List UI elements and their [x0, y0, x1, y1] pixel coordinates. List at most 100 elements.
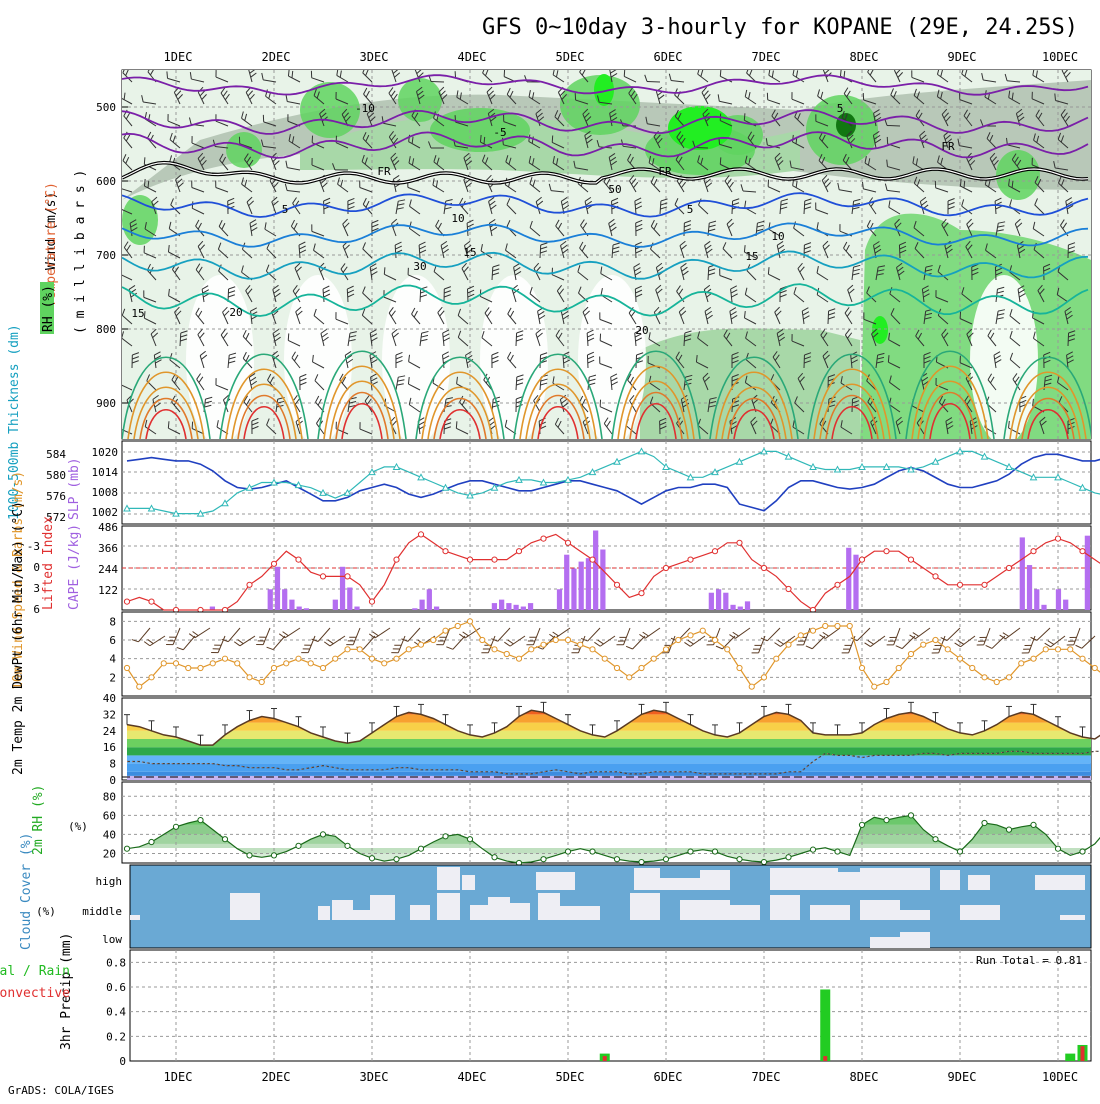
cloud-cell	[900, 932, 930, 948]
wind-barb-flag	[480, 135, 481, 142]
precip-total-bar	[1065, 1054, 1075, 1061]
temp-tick: 40	[103, 692, 116, 705]
contour-label: 15	[463, 246, 476, 259]
wind-speed-marker	[406, 647, 411, 652]
rh-marker	[908, 813, 913, 818]
wind-speed-marker	[933, 637, 938, 642]
rh-marker	[369, 856, 374, 861]
cape-bar	[506, 603, 511, 610]
temp-band	[122, 747, 1091, 755]
precip-legend-convective: Convective	[0, 986, 70, 1001]
wind-speed-marker	[345, 647, 350, 652]
wind-speed-marker	[124, 665, 129, 670]
slp-tick: 1002	[92, 506, 119, 519]
pressure-tick: 500	[96, 101, 116, 114]
wind-tick: 4	[109, 653, 116, 666]
footer-credit: GrADS: COLA/IGES	[8, 1084, 114, 1097]
wind-speed-marker	[982, 675, 987, 680]
rh-marker	[1055, 846, 1060, 851]
wind-barb	[587, 355, 588, 368]
wind-speed-marker	[382, 661, 387, 666]
cape-bar	[282, 589, 287, 610]
wind-barb	[467, 289, 468, 302]
cape-tick: 486	[98, 521, 118, 534]
wind-speed-marker	[173, 661, 178, 666]
day-label: 1DEC	[164, 1070, 193, 1084]
pressure-tick: 800	[96, 323, 116, 336]
li-marker	[320, 574, 325, 579]
cape-bar	[434, 607, 439, 610]
cape-bar	[499, 600, 504, 610]
cape-bar	[579, 562, 584, 610]
millibars-axis-label: ( m i l l i b a r s )	[73, 170, 88, 334]
li-marker	[418, 532, 423, 537]
contour-label: 5	[687, 203, 694, 216]
rh-marker	[688, 849, 693, 854]
wind-speed-marker	[455, 623, 460, 628]
rh-axis-label: RH (%)	[41, 285, 56, 332]
rh-marker	[149, 839, 154, 844]
precip-tick: 0.4	[106, 1006, 126, 1019]
li-tick: 6	[33, 603, 40, 616]
rh-marker	[124, 846, 129, 851]
li-marker	[1080, 549, 1085, 554]
wind-barb-flag	[484, 137, 485, 144]
li-marker	[712, 549, 717, 554]
wind-barb-flag	[744, 113, 745, 120]
wind-speed-marker	[994, 679, 999, 684]
rh-marker	[737, 857, 742, 862]
cape-bar	[347, 588, 352, 610]
rh-dry-column	[186, 275, 254, 445]
rh-tick: 60	[103, 809, 116, 822]
wind-speed-marker	[235, 661, 240, 666]
wind-speed-marker	[602, 656, 607, 661]
li-tick: -3	[27, 540, 40, 553]
rh-marker	[247, 853, 252, 858]
wind-speed-marker	[186, 665, 191, 670]
contour-label: FR	[377, 165, 391, 178]
li-tick: 0	[33, 561, 40, 574]
rh-marker	[198, 818, 203, 823]
li-marker	[761, 565, 766, 570]
rh-unit: (%)	[68, 820, 88, 833]
pressure-tick: 900	[96, 397, 116, 410]
wind-speed-marker	[614, 665, 619, 670]
cape-bar	[297, 607, 302, 610]
wind-speed-marker	[480, 637, 485, 642]
wind-speed-marker	[247, 675, 252, 680]
rh-marker	[933, 837, 938, 842]
cape-bar	[304, 608, 309, 610]
cloud-cell	[437, 867, 460, 890]
precip-panel: 0.80.60.40.20 Run Total = 0.81 3hr Preci…	[0, 933, 1091, 1068]
precip-convective-bar	[823, 1056, 827, 1061]
wind-speed-marker	[823, 623, 828, 628]
cloud-axis-label: Cloud Cover (%)	[19, 833, 34, 950]
wind-speed-marker	[467, 619, 472, 624]
wind-speed-marker	[565, 637, 570, 642]
contour-label: 50	[608, 183, 621, 196]
wind-speed-marker	[308, 661, 313, 666]
precip-tick: 0.6	[106, 981, 126, 994]
wind-speed-marker	[357, 647, 362, 652]
cape-bar	[289, 600, 294, 610]
rh-blob	[398, 78, 442, 122]
precip-legend-total: Total / Rain	[0, 964, 70, 979]
wind-speed-marker	[688, 633, 693, 638]
cape-bar	[521, 607, 526, 610]
cloud-cell	[810, 905, 850, 920]
cloud-cell	[370, 895, 395, 920]
wind-barb	[899, 245, 900, 258]
rh-marker	[492, 855, 497, 860]
wind-barb-flag	[384, 267, 385, 274]
li-marker	[982, 582, 987, 587]
precip-tick: 0.2	[106, 1030, 126, 1043]
cape-bar	[1027, 565, 1032, 610]
li-marker	[516, 549, 521, 554]
cloud-cell	[730, 905, 760, 920]
cape-bar	[600, 550, 605, 610]
wind-speed-marker	[835, 623, 840, 628]
cloud-cell	[860, 868, 930, 890]
